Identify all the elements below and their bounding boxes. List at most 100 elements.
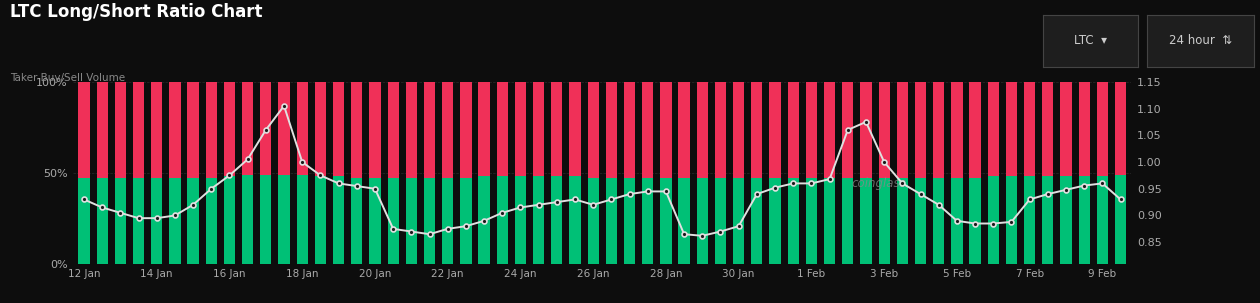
Bar (315, 176, 326, 264)
Bar (678, 82, 689, 178)
Bar (660, 82, 672, 178)
Bar (951, 178, 963, 264)
Bar (806, 178, 816, 264)
Bar (806, 82, 816, 178)
Bar (1024, 82, 1036, 176)
Bar (333, 82, 344, 176)
Bar (296, 175, 307, 264)
Bar (132, 82, 144, 178)
Bar (406, 82, 417, 178)
Bar (352, 82, 363, 178)
Bar (969, 178, 980, 264)
Bar (751, 82, 762, 178)
Bar (915, 82, 926, 178)
Bar (169, 178, 180, 264)
Bar (697, 178, 708, 264)
Text: Taker Buy/Sell Volume: Taker Buy/Sell Volume (10, 73, 125, 83)
Text: LTC Long/Short Ratio Chart: LTC Long/Short Ratio Chart (10, 3, 262, 21)
Bar (988, 82, 999, 176)
Bar (115, 178, 126, 264)
Bar (951, 82, 963, 178)
Bar (1096, 176, 1108, 264)
Bar (1115, 82, 1126, 175)
Bar (842, 82, 853, 178)
Bar (388, 82, 398, 178)
Bar (897, 178, 908, 264)
Bar (751, 178, 762, 264)
Bar (115, 82, 126, 178)
Bar (515, 82, 527, 176)
Bar (496, 176, 508, 264)
Bar (533, 176, 544, 264)
Bar (242, 82, 253, 175)
Bar (515, 176, 527, 264)
Bar (714, 178, 726, 264)
Bar (278, 175, 290, 264)
Bar (151, 178, 163, 264)
Bar (570, 176, 581, 264)
Bar (423, 82, 435, 178)
Bar (479, 176, 490, 264)
Bar (824, 178, 835, 264)
Bar (915, 178, 926, 264)
Bar (205, 82, 217, 178)
Bar (1042, 176, 1053, 264)
Bar (861, 178, 872, 264)
Bar (460, 178, 471, 264)
Bar (1024, 176, 1036, 264)
Bar (606, 82, 617, 178)
Bar (369, 178, 381, 264)
Bar (388, 178, 398, 264)
Bar (643, 82, 654, 178)
Bar (934, 178, 944, 264)
Bar (842, 178, 853, 264)
Text: coinglass: coinglass (850, 177, 906, 190)
Bar (78, 82, 89, 178)
Bar (824, 82, 835, 178)
Bar (1042, 82, 1053, 176)
Bar (788, 178, 799, 264)
Bar (934, 82, 944, 178)
Bar (988, 176, 999, 264)
Bar (224, 82, 236, 176)
Bar (315, 82, 326, 176)
Bar (533, 82, 544, 176)
Bar (423, 178, 435, 264)
Bar (1061, 82, 1072, 176)
Bar (479, 82, 490, 176)
Text: 24 hour  ⇅: 24 hour ⇅ (1168, 35, 1232, 47)
Bar (587, 82, 598, 178)
Bar (1005, 176, 1017, 264)
Bar (1005, 82, 1017, 176)
Bar (861, 82, 872, 178)
Bar (606, 178, 617, 264)
Bar (587, 178, 598, 264)
Bar (97, 82, 108, 178)
Bar (678, 178, 689, 264)
Bar (1061, 176, 1072, 264)
Bar (660, 178, 672, 264)
Bar (733, 178, 745, 264)
Bar (714, 82, 726, 178)
Bar (697, 82, 708, 178)
Bar (169, 82, 180, 178)
Bar (624, 82, 635, 178)
Bar (442, 178, 454, 264)
Bar (442, 82, 454, 178)
Bar (624, 178, 635, 264)
Bar (1079, 176, 1090, 264)
Bar (496, 82, 508, 176)
Bar (770, 82, 781, 178)
Bar (551, 176, 562, 264)
Bar (188, 178, 199, 264)
Bar (878, 82, 890, 178)
Bar (369, 82, 381, 178)
Bar (570, 82, 581, 176)
Bar (352, 178, 363, 264)
Bar (643, 178, 654, 264)
Bar (1079, 82, 1090, 176)
Bar (261, 82, 271, 175)
Bar (151, 82, 163, 178)
Text: LTC  ▾: LTC ▾ (1074, 35, 1108, 47)
Bar (969, 82, 980, 178)
